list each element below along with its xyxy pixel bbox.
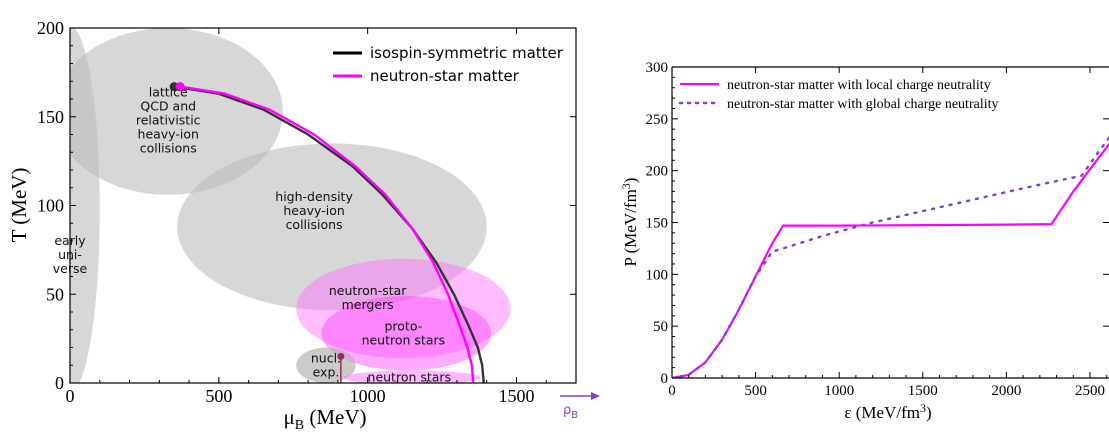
- legend-label-local: neutron-star matter with local charge ne…: [727, 78, 991, 93]
- eos-panel: 0 500 1000 1500 2000 2500 0 50 100 150 200 250 300 n…: [619, 60, 1109, 422]
- eos-curve-local-neutrality: [672, 142, 1109, 378]
- y-tick-label: 50: [653, 319, 668, 335]
- region-label: nucl. exp.: [311, 350, 341, 379]
- region-label: proto-neutron stars: [362, 318, 446, 347]
- right-x-axis-label: ε (MeV/fm3): [844, 401, 931, 422]
- region-label: early uni-verse: [53, 233, 88, 276]
- region-neutron-stars: [343, 370, 481, 383]
- y-tick-label: 100: [646, 267, 669, 283]
- left-ticks: 0 500 1000 1500 0 50 100 150 200: [37, 18, 576, 406]
- y-tick-label: 300: [646, 60, 669, 76]
- region-lattice-qcd-and-relativistic-heavy-ion-collisions: [70, 28, 283, 195]
- right-y-axis-label: P (MeV/fm3): [619, 178, 640, 267]
- eos-curve-global-neutrality: [672, 135, 1109, 378]
- region-high-density-heavy-ion-collisions: [177, 143, 487, 311]
- x-tick-label: 1500: [498, 386, 534, 406]
- legend-label-global: neutron-star matter with global charge n…: [727, 97, 998, 112]
- critical-point: [175, 82, 185, 92]
- curve-neutron-star: [179, 85, 475, 383]
- y-tick-label: 150: [37, 107, 64, 127]
- right-legend: neutron-star matter with local charge ne…: [678, 78, 998, 112]
- x-tick-label: 2500: [1075, 383, 1105, 399]
- left-legend: isospin-symmetric matter neutron-star ma…: [333, 44, 564, 85]
- x-tick-label: 0: [668, 383, 676, 399]
- mu-unit: (MeV): [304, 405, 366, 429]
- region-label: lattice QCD and relativistic heavy-ion colli…: [136, 84, 201, 155]
- y-tick-label: 250: [646, 112, 669, 128]
- y-tick-label: 0: [55, 373, 64, 393]
- x-tick-label: 0: [66, 386, 75, 406]
- eos-curve-layer: [672, 135, 1109, 378]
- x-tick-label: 1000: [824, 383, 854, 399]
- legend-label-isospin: isospin-symmetric matter: [370, 44, 564, 62]
- mu-subscript: B: [295, 418, 304, 432]
- region-layer: [70, 28, 511, 383]
- left-x-axis-label: μB (MeV): [283, 405, 366, 432]
- region-labels: early uni-verse lattice QCD and relativistic…: [53, 84, 451, 384]
- region-label: neutron stars: [368, 370, 452, 385]
- phase-diagram-panel: 0 500 1000 1500 0 50 100 150 200 early uni-verse l…: [7, 18, 600, 432]
- x-tick-label: 1000: [350, 386, 386, 406]
- region-label: neutron-star mergers: [329, 283, 407, 312]
- y-tick-label: 100: [37, 196, 64, 216]
- region-proto-neutron-stars: [321, 296, 492, 371]
- y-tick-label: 50: [46, 284, 64, 304]
- x-tick-label: 1500: [908, 383, 938, 399]
- y-tick-label: 200: [646, 164, 669, 180]
- right-ticks: 0 500 1000 1500 2000 2500 0 50 100 150 200 250 300: [646, 60, 1109, 399]
- x-tick-label: 500: [205, 386, 232, 406]
- y-tick-label: 150: [646, 216, 669, 232]
- curve-layer: [169, 82, 485, 383]
- region-label: high-density heavy-ion collisions: [275, 189, 353, 232]
- x-tick-label: 2000: [991, 383, 1021, 399]
- y-tick-label: 200: [37, 18, 64, 38]
- legend-label-neutron-star: neutron-star matter: [370, 67, 520, 85]
- rho-arrow-label: ρB: [563, 403, 578, 421]
- left-y-axis-label: T (MeV): [7, 168, 31, 243]
- rho-arrow: ρB: [560, 392, 600, 421]
- region-neutron-star-mergers: [296, 258, 511, 359]
- y-tick-label: 0: [661, 371, 669, 387]
- rho-arrow-head: [591, 392, 600, 400]
- mu-symbol: μ: [283, 405, 294, 429]
- x-tick-label: 500: [744, 383, 767, 399]
